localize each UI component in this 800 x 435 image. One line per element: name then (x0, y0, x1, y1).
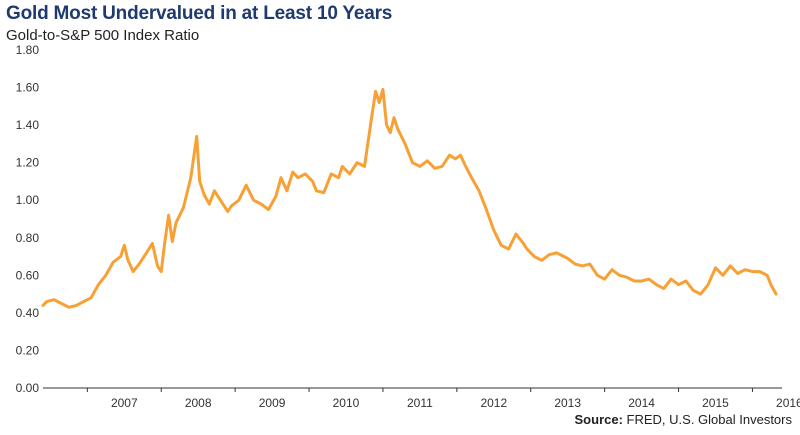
series-group (41, 87, 778, 309)
y-tick-label: 0.40 (16, 306, 40, 320)
y-tick-label: 1.20 (16, 156, 40, 170)
x-tick-label: 2014 (628, 396, 655, 410)
x-axis: 2007 2008 2009 2010 2011 2012 2013 2014 2015 2016 (43, 387, 800, 410)
source-text: FRED, U.S. Global Investors (626, 412, 792, 427)
series-line (41, 87, 778, 309)
chart-subtitle: Gold-to-S&P 500 Index Ratio (6, 27, 200, 44)
y-tick-label: 1.00 (16, 193, 40, 207)
x-tick-label: 2013 (554, 396, 581, 410)
y-axis: 0.00 0.20 0.40 0.60 0.80 1.00 1.20 1.40 1.60 1.80 (16, 43, 40, 395)
y-tick-label: 0.60 (16, 268, 40, 282)
chart-title: Gold Most Undervalued in at Least 10 Yea… (6, 3, 393, 24)
y-tick-label: 1.40 (16, 118, 40, 132)
x-tick-label: 2009 (259, 396, 286, 410)
x-tick-label: 2007 (111, 396, 138, 410)
source-note: Source: FRED, U.S. Global Investors (575, 412, 792, 427)
y-tick-label: 0.80 (16, 231, 40, 245)
source-label: Source: (574, 412, 623, 427)
y-tick-label: 1.80 (16, 43, 40, 57)
x-tick-label: 2008 (185, 396, 212, 410)
x-tick-label: 2010 (333, 396, 360, 410)
x-tick-label: 2011 (407, 396, 433, 410)
x-tick-label: 2012 (480, 396, 507, 410)
x-tick-label: 2016 (776, 396, 800, 410)
y-tick-label: 0.00 (16, 381, 40, 395)
y-tick-label: 0.20 (16, 343, 40, 357)
y-tick-label: 1.60 (16, 81, 40, 95)
x-tick-label: 2015 (702, 396, 729, 410)
